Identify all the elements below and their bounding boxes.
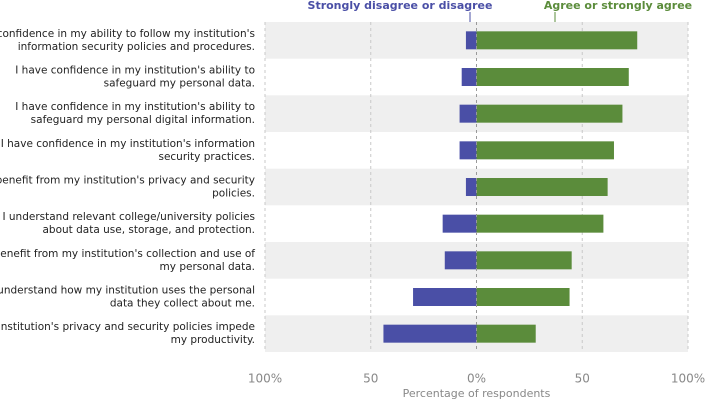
category-label: my productivity. <box>171 334 255 346</box>
category-label: I have confidence in my institution's in… <box>1 138 255 150</box>
x-tick-label: 100% <box>671 372 705 386</box>
category-label: I benefit from my institution's privacy … <box>0 175 255 187</box>
bar <box>383 324 477 343</box>
category-label: policies. <box>212 188 255 200</box>
bar <box>459 141 477 160</box>
category-label: my personal data. <box>160 261 255 273</box>
bar <box>476 251 572 270</box>
category-label: security practices. <box>158 151 255 163</box>
category-label: information security policies and proced… <box>18 41 255 53</box>
bar <box>476 324 536 343</box>
x-tick-label: 50 <box>363 372 378 386</box>
category-label: I have confidence in my ability to follo… <box>0 28 255 40</box>
category-label: data they collect about me. <box>110 298 255 310</box>
bar <box>465 178 477 196</box>
bar <box>461 68 477 86</box>
category-label: about data use, storage, and protection. <box>42 224 255 236</box>
legend-label: Strongly disagree or disagree <box>308 0 493 12</box>
category-label: I benefit from my institution's collecti… <box>0 248 255 260</box>
x-tick-label: 50 <box>575 372 590 386</box>
category-label: I have confidence in my institution's ab… <box>15 101 255 113</box>
bar <box>476 104 623 123</box>
category-label: safeguard my personal data. <box>104 78 255 90</box>
category-label: My institution's privacy and security po… <box>0 321 255 333</box>
category-label: I understand relevant college/university… <box>2 211 255 223</box>
bar <box>465 31 477 50</box>
bar <box>444 251 477 270</box>
bar <box>413 288 477 306</box>
x-tick-label: 100% <box>248 372 282 386</box>
bar <box>476 178 608 196</box>
category-label: I have confidence in my institution's ab… <box>15 65 255 77</box>
bar <box>476 68 629 86</box>
x-tick-label: 0% <box>467 372 486 386</box>
bar <box>459 104 477 123</box>
bar <box>476 141 614 160</box>
x-axis-label: Percentage of respondents <box>403 387 551 400</box>
bar <box>476 288 570 306</box>
bar <box>476 214 604 233</box>
legend-label: Agree or strongly agree <box>544 0 692 12</box>
bar <box>442 214 477 233</box>
category-label: safeguard my personal digital informatio… <box>31 114 255 126</box>
bar <box>476 31 638 50</box>
category-label: I understand how my institution uses the… <box>0 285 255 297</box>
